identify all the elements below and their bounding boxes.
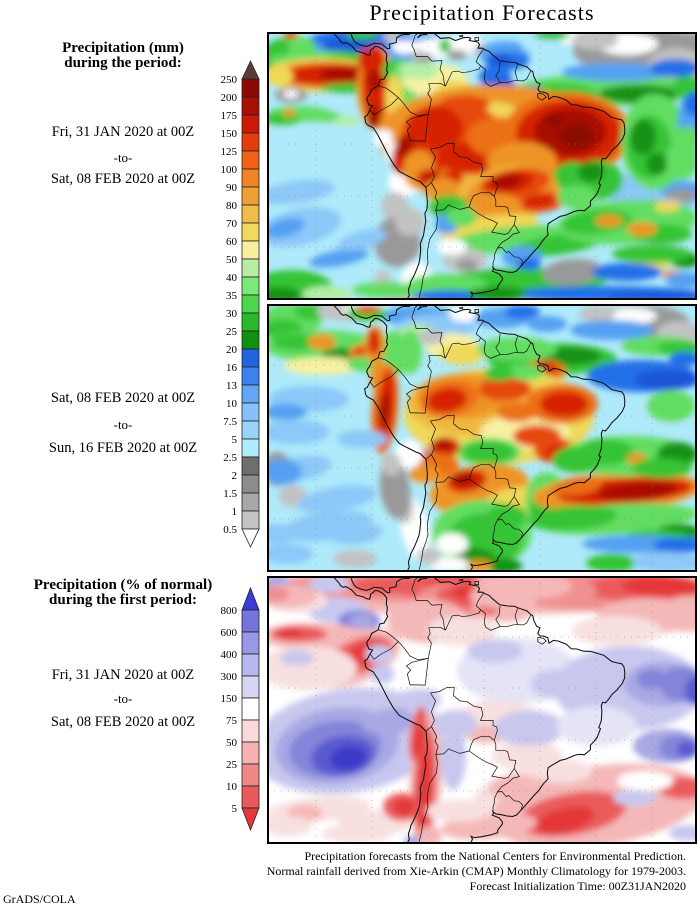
svg-text:100: 100 bbox=[221, 164, 238, 176]
svg-text:250: 250 bbox=[221, 74, 238, 86]
svg-text:200: 200 bbox=[221, 92, 238, 104]
svg-text:300: 300 bbox=[221, 671, 238, 683]
svg-text:10: 10 bbox=[226, 781, 238, 793]
svg-text:25: 25 bbox=[226, 326, 238, 338]
svg-text:60: 60 bbox=[226, 236, 238, 248]
svg-text:75: 75 bbox=[226, 715, 238, 727]
svg-text:10: 10 bbox=[226, 398, 238, 410]
svg-text:0.5: 0.5 bbox=[223, 524, 237, 536]
svg-text:50: 50 bbox=[226, 737, 238, 749]
svg-text:50: 50 bbox=[226, 254, 238, 266]
svg-text:70: 70 bbox=[226, 218, 238, 230]
svg-text:2: 2 bbox=[232, 470, 238, 482]
svg-text:30: 30 bbox=[226, 308, 238, 320]
svg-text:125: 125 bbox=[221, 146, 238, 158]
svg-text:5: 5 bbox=[232, 803, 238, 815]
svg-text:80: 80 bbox=[226, 200, 238, 212]
svg-text:20: 20 bbox=[226, 344, 238, 356]
svg-text:800: 800 bbox=[221, 605, 238, 617]
svg-text:1: 1 bbox=[232, 506, 238, 518]
svg-text:175: 175 bbox=[221, 110, 238, 122]
svg-text:90: 90 bbox=[226, 182, 238, 194]
svg-text:13: 13 bbox=[226, 380, 238, 392]
svg-text:40: 40 bbox=[226, 272, 238, 284]
svg-text:16: 16 bbox=[226, 362, 238, 374]
svg-text:2.5: 2.5 bbox=[223, 452, 237, 464]
svg-text:35: 35 bbox=[226, 290, 238, 302]
svg-text:25: 25 bbox=[226, 759, 238, 771]
svg-text:150: 150 bbox=[221, 693, 238, 705]
svg-text:150: 150 bbox=[221, 128, 238, 140]
svg-text:600: 600 bbox=[221, 627, 238, 639]
svg-text:400: 400 bbox=[221, 649, 238, 661]
svg-text:1.5: 1.5 bbox=[223, 488, 237, 500]
svg-text:5: 5 bbox=[232, 434, 238, 446]
svg-text:7.5: 7.5 bbox=[223, 416, 237, 428]
